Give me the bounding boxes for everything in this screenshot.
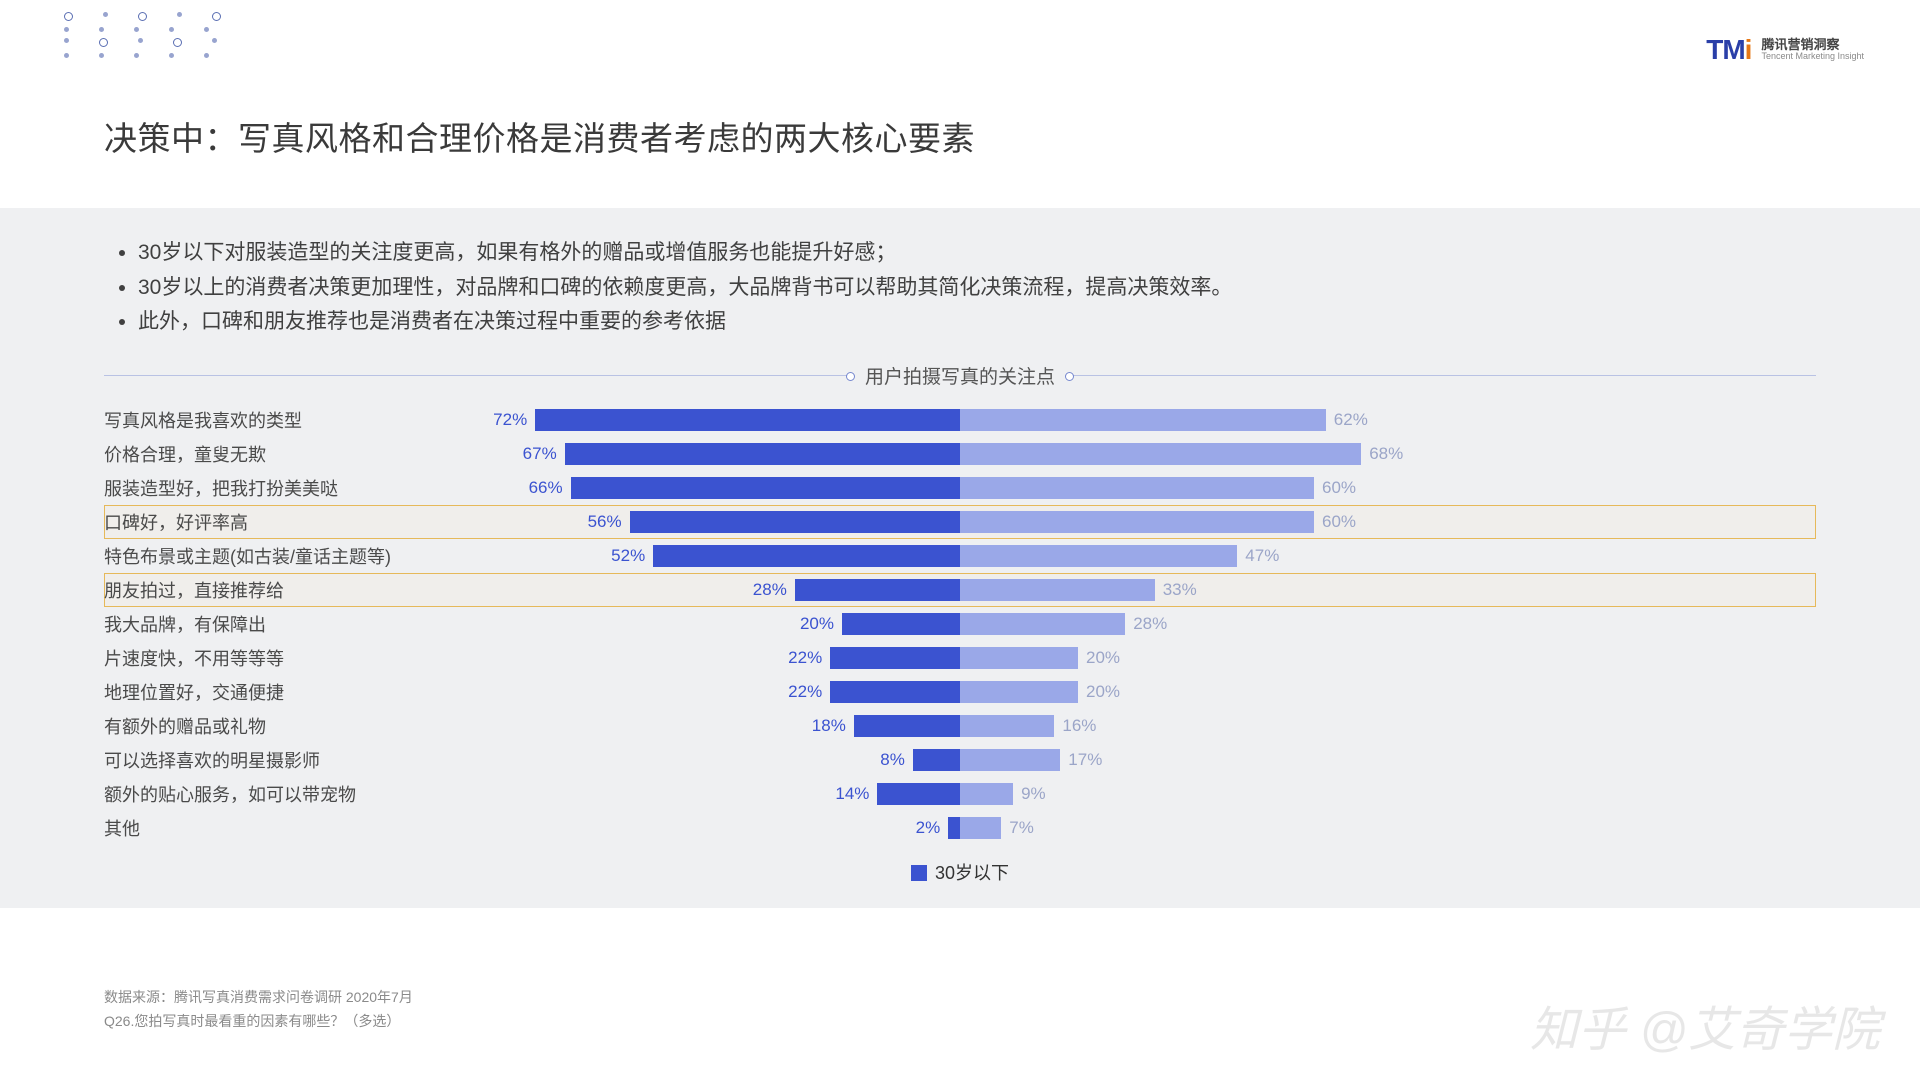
value-right: 20% [1086, 682, 1120, 702]
bar-left [795, 579, 960, 601]
bar-right [960, 545, 1237, 567]
bar-left [854, 715, 960, 737]
chart-row: 可以选择喜欢的明星摄影师 8% 17% [104, 743, 1816, 777]
value-left: 8% [880, 750, 905, 770]
bullet-item: 30岁以下对服装造型的关注度更高，如果有格外的赠品或增值服务也能提升好感； [138, 236, 1816, 271]
bar-right [960, 613, 1125, 635]
row-label: 片速度快，不用等等等 [104, 645, 284, 671]
chart-header-text: 用户拍摄写真的关注点 [865, 362, 1055, 389]
bar-right [960, 817, 1001, 839]
watermark: 知乎 @艾奇学院 [1530, 990, 1880, 1060]
value-right: 9% [1021, 784, 1046, 804]
value-right: 28% [1133, 614, 1167, 634]
value-left: 18% [812, 716, 846, 736]
bar-right [960, 749, 1060, 771]
row-label: 额外的贴心服务，如可以带宠物 [104, 781, 356, 807]
row-label: 特色布景或主题(如古装/童话主题等) [104, 543, 391, 569]
bullet-item: 30岁以上的消费者决策更加理性，对品牌和口碑的依赖度更高，大品牌背书可以帮助其简… [138, 271, 1816, 306]
value-left: 22% [788, 648, 822, 668]
bar-left [830, 647, 960, 669]
chart-row: 片速度快，不用等等等 22% 20% [104, 641, 1816, 675]
row-label: 价格合理，童叟无欺 [104, 441, 266, 467]
value-left: 20% [800, 614, 834, 634]
value-right: 68% [1369, 444, 1403, 464]
row-label: 我大品牌，有保障出 [104, 611, 266, 637]
row-label: 可以选择喜欢的明星摄影师 [104, 747, 320, 773]
footer-source: 数据来源：腾讯写真消费需求问卷调研 2020年7月 [104, 986, 413, 1010]
legend-label: 30岁以下 [935, 863, 1009, 883]
bar-right [960, 579, 1155, 601]
chart-row: 其他 2% 7% [104, 811, 1816, 845]
bar-left [842, 613, 960, 635]
row-label: 其他 [104, 815, 140, 841]
logo-en: Tencent Marketing Insight [1761, 52, 1864, 62]
row-label: 地理位置好，交通便捷 [104, 679, 284, 705]
bar-left [630, 511, 960, 533]
chart-header: 用户拍摄写真的关注点 [104, 362, 1816, 389]
value-left: 56% [588, 512, 622, 532]
value-left: 52% [611, 546, 645, 566]
chart-row: 有额外的赠品或礼物 18% 16% [104, 709, 1816, 743]
value-right: 7% [1009, 818, 1034, 838]
chart-row: 价格合理，童叟无欺 67% 68% [104, 437, 1816, 471]
bar-right [960, 409, 1326, 431]
bar-right [960, 715, 1054, 737]
bar-left [571, 477, 960, 499]
row-label: 朋友拍过，直接推荐给 [104, 577, 284, 603]
value-right: 20% [1086, 648, 1120, 668]
bar-right [960, 783, 1013, 805]
logo-mark: TMi [1706, 34, 1751, 66]
value-left: 28% [753, 580, 787, 600]
bar-left [913, 749, 960, 771]
chart-row: 额外的贴心服务，如可以带宠物 14% 9% [104, 777, 1816, 811]
chart-row: 写真风格是我喜欢的类型 72% 62% [104, 403, 1816, 437]
diverging-bar-chart: 写真风格是我喜欢的类型 72% 62% 价格合理，童叟无欺 67% 68% 服装造型好，把我… [104, 403, 1816, 845]
bar-left [877, 783, 960, 805]
value-right: 62% [1334, 410, 1368, 430]
chart-row: 特色布景或主题(如古装/童话主题等) 52% 47% [104, 539, 1816, 573]
value-left: 67% [523, 444, 557, 464]
chart-row: 口碑好，好评率高 56% 60% [104, 505, 1816, 539]
bar-left [565, 443, 960, 465]
chart-row: 我大品牌，有保障出 20% 28% [104, 607, 1816, 641]
page-title: 决策中：写真风格和合理价格是消费者考虑的两大核心要素 [104, 112, 975, 160]
chart-legend: 30岁以下 [104, 859, 1816, 885]
value-left: 66% [529, 478, 563, 498]
brand-logo: TMi 腾讯营销洞察 Tencent Marketing Insight [1706, 34, 1864, 66]
value-right: 60% [1322, 478, 1356, 498]
content-panel: 30岁以下对服装造型的关注度更高，如果有格外的赠品或增值服务也能提升好感； 30… [0, 208, 1920, 908]
value-left: 72% [493, 410, 527, 430]
footer-notes: 数据来源：腾讯写真消费需求问卷调研 2020年7月 Q26.您拍写真时最看重的因… [104, 986, 413, 1034]
bar-right [960, 647, 1078, 669]
row-label: 有额外的赠品或礼物 [104, 713, 266, 739]
corner-decoration [64, 12, 221, 64]
bar-right [960, 681, 1078, 703]
value-right: 47% [1245, 546, 1279, 566]
value-right: 16% [1062, 716, 1096, 736]
bar-left [948, 817, 960, 839]
chart-row: 服装造型好，把我打扮美美哒 66% 60% [104, 471, 1816, 505]
value-right: 60% [1322, 512, 1356, 532]
value-left: 22% [788, 682, 822, 702]
row-label: 口碑好，好评率高 [104, 509, 248, 535]
bar-left [653, 545, 960, 567]
row-label: 写真风格是我喜欢的类型 [104, 407, 302, 433]
row-label: 服装造型好，把我打扮美美哒 [104, 475, 338, 501]
bar-left [535, 409, 960, 431]
bar-left [830, 681, 960, 703]
chart-row: 地理位置好，交通便捷 22% 20% [104, 675, 1816, 709]
value-right: 33% [1163, 580, 1197, 600]
chart-row: 朋友拍过，直接推荐给 28% 33% [104, 573, 1816, 607]
insight-bullets: 30岁以下对服装造型的关注度更高，如果有格外的赠品或增值服务也能提升好感； 30… [104, 236, 1816, 340]
bullet-item: 此外，口碑和朋友推荐也是消费者在决策过程中重要的参考依据 [138, 305, 1816, 340]
bar-right [960, 511, 1314, 533]
value-left: 2% [916, 818, 941, 838]
value-right: 17% [1068, 750, 1102, 770]
bar-right [960, 477, 1314, 499]
logo-cn: 腾讯营销洞察 [1761, 38, 1864, 52]
value-left: 14% [835, 784, 869, 804]
legend-swatch-icon [911, 865, 927, 881]
footer-question: Q26.您拍写真时最看重的因素有哪些？（多选） [104, 1010, 413, 1034]
bar-right [960, 443, 1361, 465]
